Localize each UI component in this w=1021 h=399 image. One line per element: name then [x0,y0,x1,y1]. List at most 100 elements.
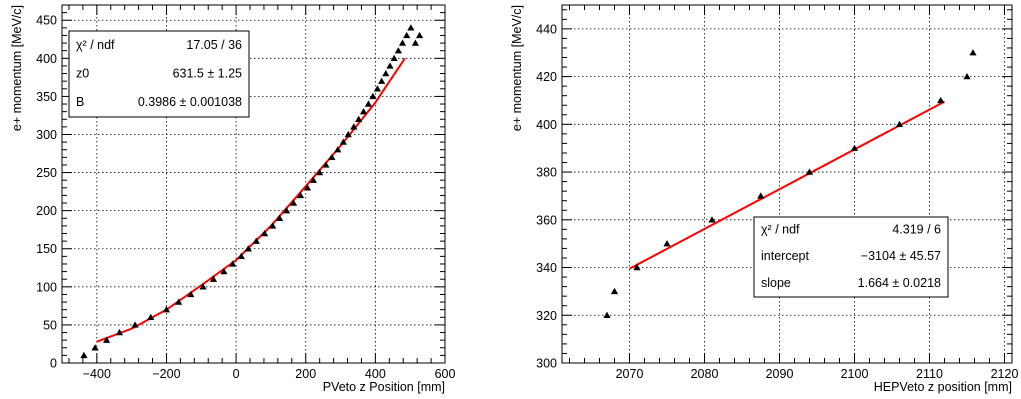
stats-label: B [76,95,84,109]
y-tick-label: 450 [36,14,57,28]
data-point [328,153,336,161]
data-point [963,73,971,80]
stats-value: −3104 ± 45.57 [861,249,941,263]
data-point [969,49,977,56]
y-tick-label: 400 [36,52,57,66]
data-point [175,298,183,305]
stats-label: z0 [76,66,89,80]
data-point [162,306,171,313]
data-point [80,351,88,359]
data-point [390,54,398,62]
y-tick-label: 340 [536,261,557,275]
stats-box [753,216,949,298]
y-axis-title: e+ momentum [MeV/c] [10,5,24,131]
x-tick-label: 400 [365,367,386,381]
data-point [895,120,904,128]
data-point [131,321,139,328]
data-point [398,39,407,46]
y-tick-label: 300 [36,128,57,142]
y-tick-label: 150 [36,242,57,256]
data-point [355,115,363,122]
data-point [282,207,291,214]
data-point [411,39,420,46]
data-point [373,85,382,92]
data-point [303,184,312,191]
plot-frame [561,4,1013,364]
x-axis-title: HEPVeto z position [mm] [874,380,1012,394]
y-tick-label: 360 [536,213,557,227]
x-tick-label: 2080 [691,367,719,381]
data-point [708,216,716,223]
data-point [369,92,377,100]
y-tick-label: 250 [36,166,57,180]
data-point [269,222,277,229]
stats-box [68,30,250,118]
stats-label: χ² / ndf [761,223,800,237]
x-tick-label: 600 [435,367,456,381]
data-point [229,260,237,267]
data-point [378,77,386,84]
y-tick-label: 380 [536,166,557,180]
data-point [663,240,671,247]
data-point [147,313,155,320]
data-point [187,290,195,298]
y-tick-label: 420 [536,70,557,84]
stats-value: 1.664 ± 0.0218 [858,276,941,290]
y-tick-label: 400 [536,118,557,132]
data-point [394,47,402,54]
data-point [276,214,284,221]
data-point [364,100,372,107]
stats-label: χ² / ndf [76,38,115,52]
x-tick-label: 200 [295,367,316,381]
x-tick-label: 2090 [766,367,794,381]
x-tick-label: 2100 [841,367,869,381]
data-point [209,275,218,282]
fit-curve [629,100,945,270]
y-tick-label: 300 [536,357,557,371]
plot-frame [61,4,446,364]
chart-panel-1: −400 −200 0 200 400 600 0 50 100 150 200 250 300 350 4… [10,4,456,394]
data-point [403,31,411,39]
data-point [220,267,228,275]
data-point [316,168,324,176]
y-tick-label: 200 [36,204,57,218]
data-point [633,263,641,271]
y-tick-label: 320 [536,309,557,323]
data-point [289,199,298,206]
y-tick-label: 100 [36,280,57,294]
data-point [296,191,305,199]
data-point [199,283,207,290]
chart-panel-2: 2070 2080 2090 2100 2110 2120 300 320 340 360 380 4… [510,4,1019,394]
y-axis-title: e+ momentum [MeV/c] [510,5,524,131]
data-point [102,336,111,343]
data-point [252,237,260,244]
data-point [244,245,252,252]
data-point [237,252,245,260]
data-point [261,229,269,237]
data-point [91,344,99,351]
data-point [610,287,619,295]
data-point [309,176,317,183]
data-point [350,123,358,130]
data-point [415,31,424,39]
stats-value: 17.05 / 36 [186,38,242,52]
x-tick-label: 2120 [991,367,1019,381]
y-tick-label: 440 [536,22,557,36]
data-point [339,138,347,145]
x-tick-label: 0 [233,367,240,381]
y-tick-label: 50 [43,318,57,332]
stats-label: intercept [761,249,809,263]
x-tick-label: 2110 [916,367,943,381]
data-point [115,328,124,336]
stats-label: slope [761,276,791,290]
data-point [850,144,859,151]
data-point [757,192,765,199]
x-tick-label: −400 [83,367,111,381]
data-point [937,96,945,104]
data-point [382,69,390,77]
x-axis-title: PVeto z Position [mm] [323,380,445,394]
data-point [603,311,611,318]
y-tick-label: 350 [36,90,57,104]
